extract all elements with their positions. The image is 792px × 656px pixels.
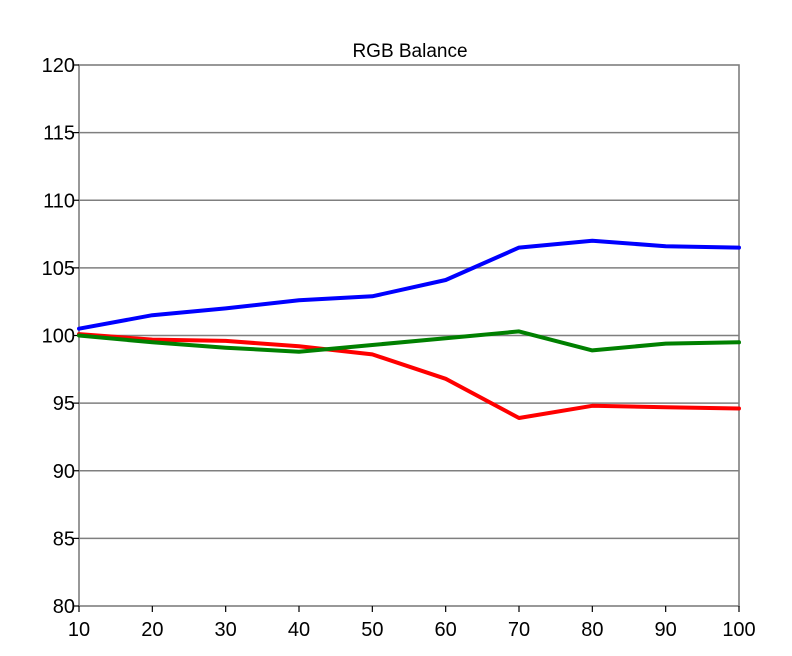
y-tick-label: 100 — [42, 326, 75, 348]
chart-title: RGB Balance — [352, 41, 467, 62]
grid — [79, 131, 739, 540]
x-tick-label: 20 — [141, 619, 163, 641]
y-tick-label: 80 — [53, 596, 75, 618]
y-tick-label: 95 — [53, 393, 75, 415]
x-tick-label: 80 — [581, 619, 603, 641]
y-tick-label: 90 — [53, 461, 75, 483]
x-tick-label: 100 — [722, 619, 755, 641]
y-tick-label: 120 — [42, 55, 75, 77]
y-tick-label: 85 — [53, 528, 75, 550]
blue-series-line — [77, 238, 741, 331]
x-tick-label: 70 — [508, 619, 530, 641]
y-tick-label: 115 — [43, 123, 75, 145]
x-tick-label: 90 — [655, 619, 677, 641]
y-axis: 80 85 90 95 100 105 110 115 120 — [42, 55, 79, 618]
green-series-line — [77, 329, 741, 354]
x-tick-label: 40 — [288, 619, 310, 641]
x-tick-label: 10 — [68, 619, 90, 641]
y-tick-label: 110 — [43, 190, 75, 212]
x-tick-label: 30 — [215, 619, 237, 641]
y-tick-label: 105 — [42, 258, 75, 280]
x-tick-label: 60 — [435, 619, 457, 641]
x-tick-label: 50 — [361, 619, 383, 641]
red-series-line — [77, 332, 741, 420]
series-group — [77, 238, 741, 420]
x-axis: 10 20 30 40 50 60 70 80 90 100 — [68, 606, 756, 641]
